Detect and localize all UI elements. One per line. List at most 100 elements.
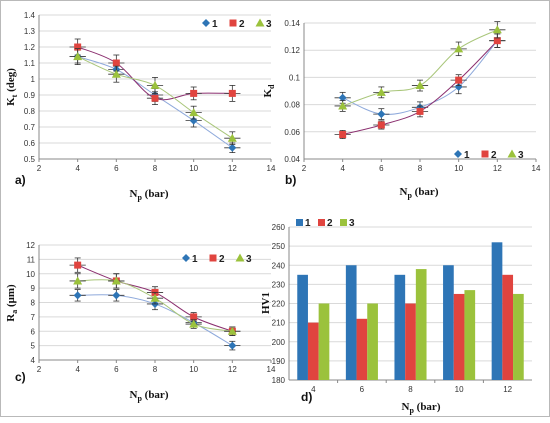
- legend-marker-1: [182, 254, 190, 262]
- y-tick-label: 8: [31, 299, 36, 308]
- series-2-point: [455, 76, 463, 84]
- y-tick-label: 1.4: [24, 11, 36, 20]
- series-1-point: [73, 291, 82, 300]
- y-tick-label: 0.08: [284, 101, 300, 110]
- y-tick-label: 230: [272, 280, 286, 289]
- legend-label-1: 1: [305, 218, 311, 229]
- series-1-point: [228, 143, 237, 152]
- panel-label-d: d): [301, 390, 312, 404]
- y-tick-label: 0.5: [24, 155, 36, 164]
- series-3-point: [454, 44, 464, 53]
- series-3-point: [73, 52, 83, 61]
- y-tick-label: 180: [272, 376, 286, 385]
- x-tick-label: 6: [360, 385, 365, 394]
- series-2-point: [416, 107, 424, 115]
- bar-series-2-cat-4: [307, 322, 319, 380]
- series-3-point: [111, 69, 121, 78]
- legend-label-3: 3: [349, 218, 355, 229]
- x-axis-title: Np (bar): [130, 188, 169, 202]
- y-tick-label: 210: [272, 319, 286, 328]
- x-tick-label: 10: [189, 164, 198, 173]
- series-3-point: [150, 293, 160, 302]
- legend-label-2: 2: [491, 150, 497, 161]
- x-axis-title: Np (bar): [402, 401, 441, 415]
- x-tick-label: 12: [503, 385, 512, 394]
- bar-series-1-cat-4: [297, 274, 308, 380]
- y-tick-label: 9: [31, 284, 36, 293]
- x-tick-label: 8: [153, 365, 158, 374]
- bar-series-2-cat-12: [502, 274, 514, 380]
- series-2-point: [228, 89, 236, 97]
- series-3-point: [150, 80, 160, 89]
- series-2-point: [493, 37, 501, 45]
- y-tick-label: 11: [27, 255, 36, 264]
- y-tick-label: 0.7: [24, 123, 36, 132]
- y-tick-label: 0.8: [24, 107, 36, 116]
- y-tick-label: 240: [272, 261, 286, 270]
- legend-label-1: 1: [464, 150, 470, 161]
- y-tick-label: 7: [31, 313, 36, 322]
- series-3-point: [227, 326, 237, 335]
- series-3-point: [111, 276, 121, 285]
- x-tick-label: 6: [114, 365, 119, 374]
- series-2-point: [190, 89, 198, 97]
- y-tick-label: 0.6: [24, 139, 36, 148]
- legend-label-1: 1: [212, 19, 218, 30]
- x-tick-label: 8: [418, 164, 423, 173]
- x-tick-label: 14: [532, 164, 541, 173]
- y-tick-label: 10: [26, 270, 35, 279]
- series-3-point: [338, 101, 348, 110]
- y-tick-label: 1.2: [24, 43, 36, 52]
- x-tick-label: 12: [493, 164, 502, 173]
- bar-series-1-cat-8: [394, 274, 406, 380]
- x-axis-title: Np (bar): [400, 186, 439, 200]
- bar-series-3-cat-4: [318, 303, 330, 380]
- panel-b: 0.040.060.080.10.120.142 4 6 8 10 12 141 2 3b): [284, 19, 541, 187]
- x-tick-label: 10: [454, 164, 463, 173]
- series-2-point: [339, 131, 347, 139]
- x-tick-label: 4: [75, 164, 80, 173]
- legend-marker-2: [229, 19, 237, 27]
- x-tick-label: 8: [153, 164, 158, 173]
- bar-series-2-cat-6: [356, 318, 368, 380]
- x-tick-label: 4: [311, 385, 316, 394]
- legend-marker-2: [209, 254, 217, 262]
- x-tick-label: 4: [340, 164, 345, 173]
- y-tick-label: 250: [272, 242, 286, 251]
- panel-label-c: c): [15, 370, 26, 384]
- y-tick-label: 0.1: [289, 73, 301, 82]
- x-tick-label: 10: [189, 365, 198, 374]
- legend-label-2: 2: [327, 218, 333, 229]
- series-2-point: [190, 313, 198, 321]
- series-1-point: [112, 291, 121, 300]
- legend-marker-1: [454, 150, 462, 158]
- x-tick-label: 8: [408, 385, 413, 394]
- x-axis-title: Np (bar): [130, 389, 169, 403]
- y-tick-label: 0.14: [284, 19, 300, 28]
- series-2-point: [377, 121, 385, 129]
- series-1-point: [454, 82, 463, 91]
- legend-label-3: 3: [246, 254, 252, 265]
- y-tick-label: 1.1: [24, 59, 36, 68]
- series-1-point: [228, 341, 237, 350]
- y-axis-title: HV1: [260, 292, 272, 314]
- x-tick-label: 2: [37, 365, 42, 374]
- y-axis-title: Kd: [262, 84, 276, 98]
- x-tick-label: 10: [455, 385, 464, 394]
- legend-marker-3: [507, 149, 517, 158]
- x-tick-label: 14: [267, 365, 276, 374]
- y-tick-label: 260: [272, 223, 286, 232]
- panel-label-a: a): [15, 173, 26, 187]
- x-tick-label: 6: [114, 164, 119, 173]
- bar-series-2-cat-10: [453, 293, 465, 380]
- legend-marker-3: [235, 253, 245, 262]
- y-tick-label: 0.12: [284, 46, 300, 55]
- series-3-point: [492, 25, 502, 34]
- y-tick-label: 220: [272, 300, 286, 309]
- y-axis-title: Ra (μm): [5, 284, 19, 322]
- bar-series-3-cat-12: [513, 293, 524, 380]
